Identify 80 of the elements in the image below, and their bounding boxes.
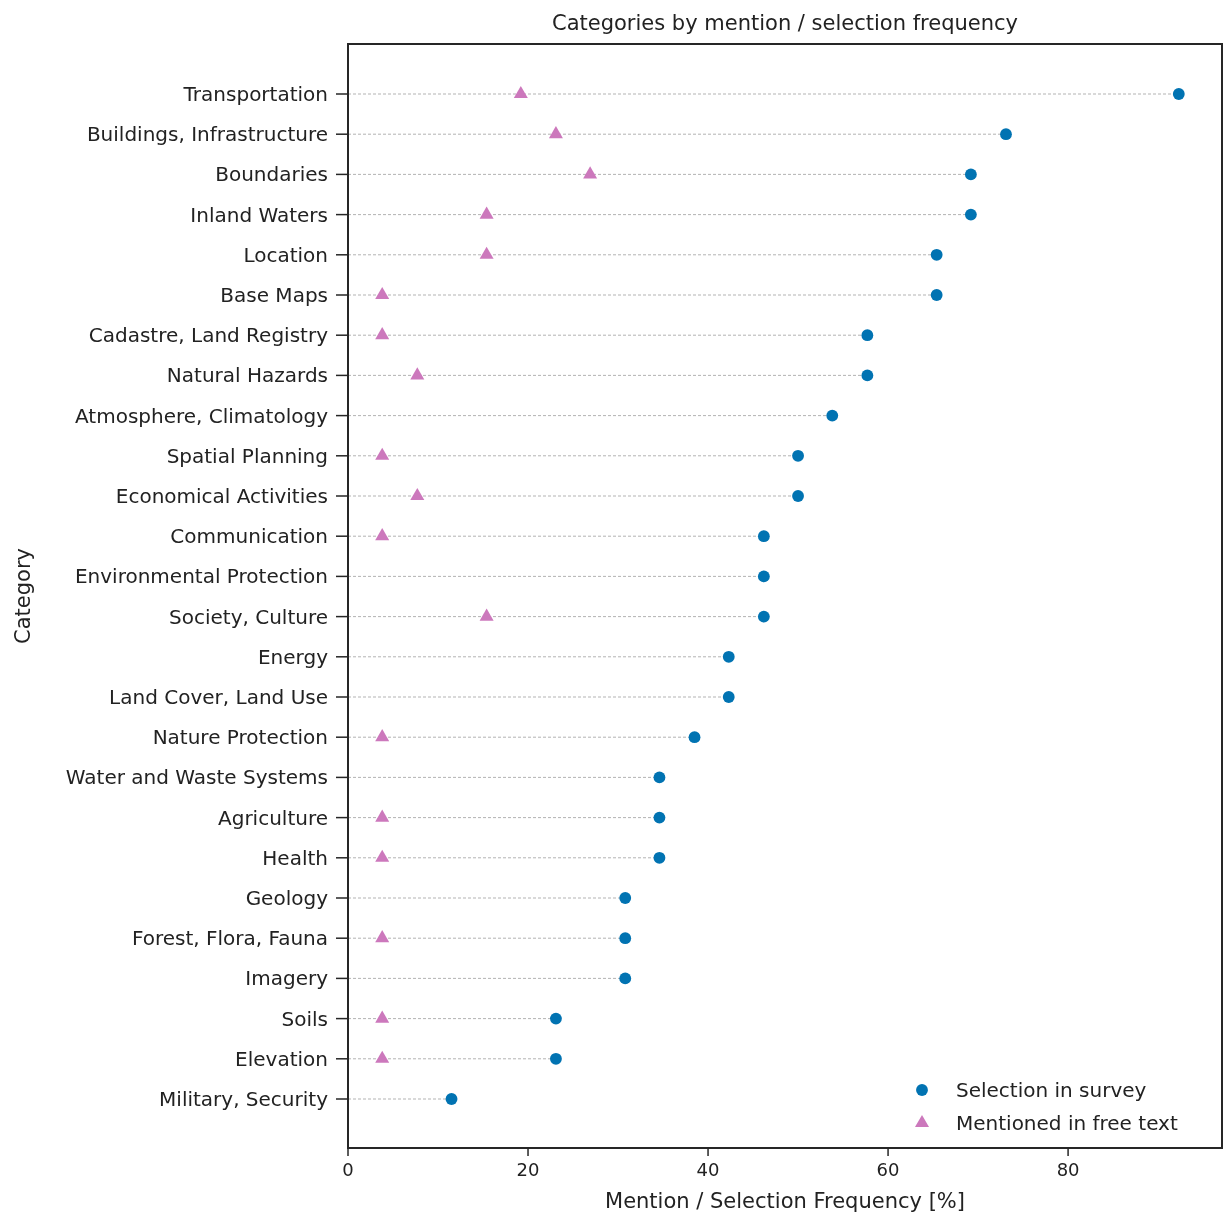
x-tick-label: 60 [876,1159,900,1180]
y-tick-label: Economical Activities [115,484,328,508]
y-tick-label: Inland Waters [190,202,328,227]
point [375,729,390,742]
point [619,972,632,985]
point [375,327,390,340]
x-tick-label: 20 [516,1159,540,1180]
point [964,208,977,221]
point [410,487,425,501]
y-tick-label: Natural Hazards [166,363,328,388]
y-tick-label: Atmosphere, Climatology [74,403,329,428]
y-tick-label: Military, Security [159,1087,329,1111]
point [619,932,632,945]
point [619,892,632,904]
y-tick-label: Forest, Flora, Fauna [131,926,328,951]
point [861,329,874,342]
point [375,809,390,822]
point [722,650,735,663]
x-tick-label: 80 [1056,1159,1080,1180]
legend-label: Selection in survey [956,1078,1147,1102]
point [375,930,390,943]
x-axis-title: Mention / Selection Frequency [%] [605,1189,965,1213]
point [757,570,770,583]
y-tick-label: Agriculture [218,805,328,830]
point [826,409,839,422]
y-tick-label: Boundaries [215,162,328,187]
point [375,849,390,862]
point [479,608,494,621]
point [513,85,528,99]
point [375,528,390,541]
y-tick-label: Location [243,242,328,267]
point [479,206,494,219]
point [548,126,563,139]
y-axis-title: Category [11,548,35,644]
y-tick-label: Energy [257,644,329,669]
point [653,811,666,824]
y-tick-label: Buildings, Infrastructure [86,122,328,147]
point [861,369,874,382]
y-tick-label: Elevation [235,1046,328,1071]
point [479,246,494,259]
point [653,851,666,864]
y-tick-label: Transportation [182,82,328,106]
point [757,610,770,623]
point [792,490,804,502]
y-tick-label: Nature Protection [152,725,328,750]
legend-label: Mentioned in free text [956,1111,1178,1135]
point [375,1010,390,1023]
y-tick-label: Soils [281,1006,328,1031]
y-tick-label: Land Cover, Land Use [109,685,328,709]
y-tick-label: Base Maps [220,283,328,307]
point [550,1052,562,1065]
point [375,1050,390,1063]
point [410,367,425,380]
y-tick-label: Water and Waste Systems [65,765,328,790]
point [375,286,390,300]
point [550,1012,562,1025]
point [757,530,770,543]
x-tick-label: 0 [342,1159,354,1180]
point [930,289,943,301]
y-tick-label: Society, Culture [169,604,328,629]
y-tick-label: Communication [170,524,328,549]
y-tick-label: Health [262,845,328,870]
chart-title: Categories by mention / selection frequency [551,11,1019,35]
point [1172,88,1185,100]
point [688,731,701,744]
point [445,1093,458,1105]
y-tick-label: Imagery [245,966,329,991]
point [375,447,390,460]
point [583,166,598,179]
point [964,168,977,181]
point [1000,128,1012,141]
y-tick-label: Cadastre, Land Registry [88,323,329,348]
point [722,691,735,703]
point [930,248,943,261]
point [653,771,666,784]
y-tick-label: Spatial Planning [166,443,328,468]
y-tick-label: Geology [245,886,329,910]
point [792,449,804,462]
x-tick-label: 40 [696,1159,720,1180]
y-tick-label: Environmental Protection [74,564,328,589]
